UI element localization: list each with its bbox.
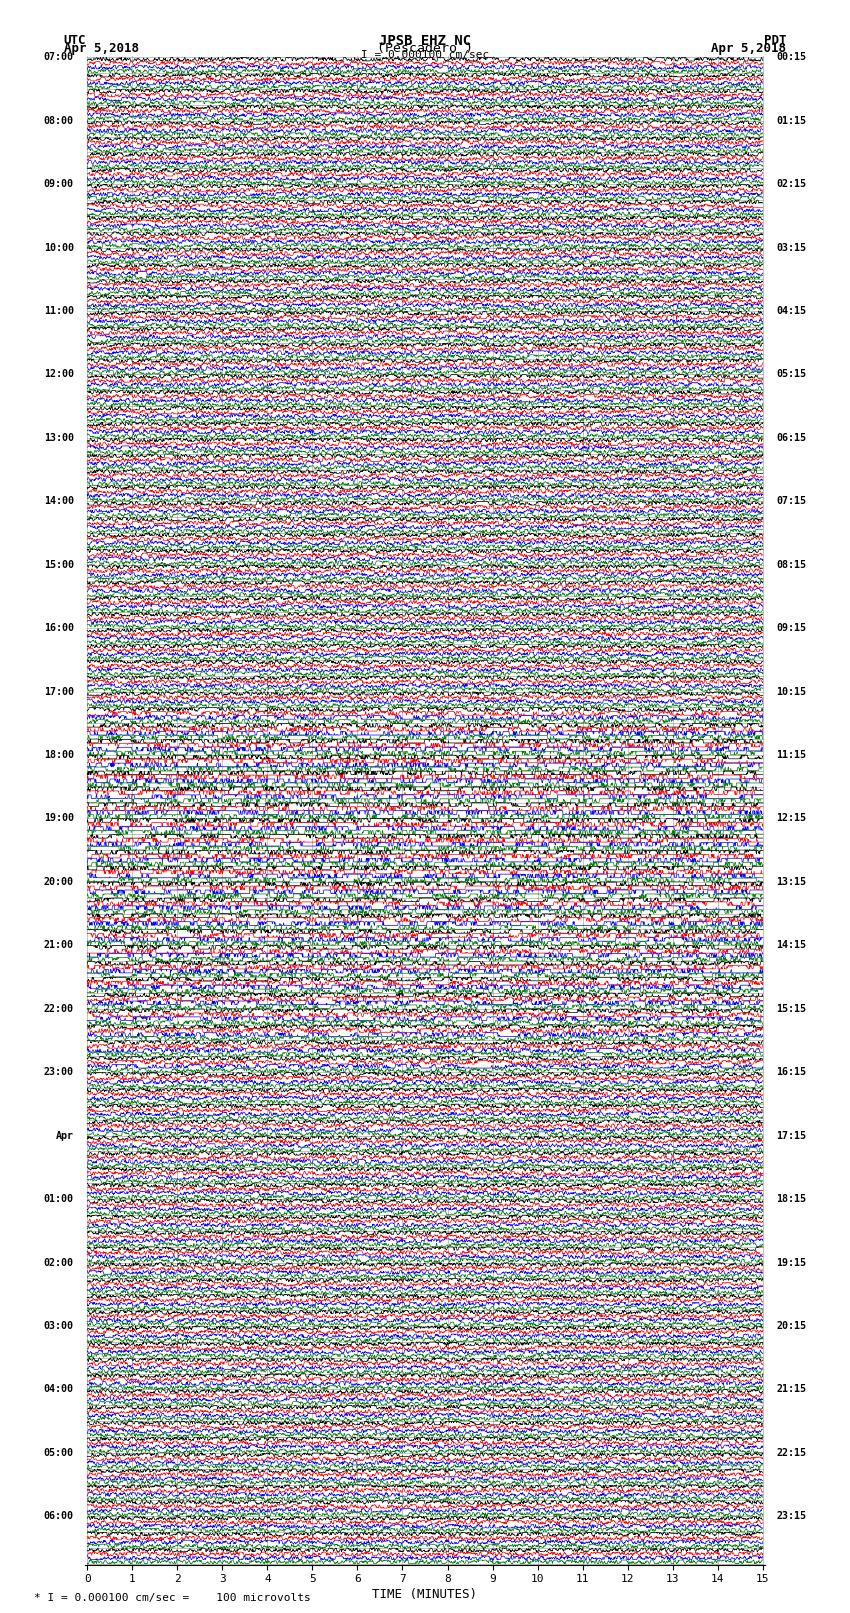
Text: * I = 0.000100 cm/sec =    100 microvolts: * I = 0.000100 cm/sec = 100 microvolts [34, 1594, 311, 1603]
Text: 19:00: 19:00 [43, 813, 74, 824]
Text: 13:00: 13:00 [43, 432, 74, 444]
Text: 12:15: 12:15 [776, 813, 807, 824]
Text: 13:15: 13:15 [776, 877, 807, 887]
Text: 10:15: 10:15 [776, 687, 807, 697]
Text: PDT: PDT [764, 34, 786, 47]
Text: 11:00: 11:00 [43, 306, 74, 316]
Text: 18:15: 18:15 [776, 1194, 807, 1203]
Text: 14:15: 14:15 [776, 940, 807, 950]
Text: 22:15: 22:15 [776, 1448, 807, 1458]
Text: 18:00: 18:00 [43, 750, 74, 760]
Text: 01:15: 01:15 [776, 116, 807, 126]
Text: 20:00: 20:00 [43, 877, 74, 887]
Text: 23:15: 23:15 [776, 1511, 807, 1521]
Text: 09:15: 09:15 [776, 623, 807, 634]
Text: Apr 5,2018: Apr 5,2018 [64, 42, 139, 55]
Text: 05:00: 05:00 [43, 1448, 74, 1458]
Text: 12:00: 12:00 [43, 369, 74, 379]
X-axis label: TIME (MINUTES): TIME (MINUTES) [372, 1589, 478, 1602]
Text: 04:00: 04:00 [43, 1384, 74, 1394]
Text: 08:00: 08:00 [43, 116, 74, 126]
Text: 15:00: 15:00 [43, 560, 74, 569]
Text: 06:00: 06:00 [43, 1511, 74, 1521]
Text: 09:00: 09:00 [43, 179, 74, 189]
Text: 16:00: 16:00 [43, 623, 74, 634]
Text: 00:15: 00:15 [776, 52, 807, 63]
Text: UTC: UTC [64, 34, 86, 47]
Text: 01:00: 01:00 [43, 1194, 74, 1203]
Text: 08:15: 08:15 [776, 560, 807, 569]
Text: 06:15: 06:15 [776, 432, 807, 444]
Text: 03:00: 03:00 [43, 1321, 74, 1331]
Text: 19:15: 19:15 [776, 1258, 807, 1268]
Text: Apr: Apr [56, 1131, 74, 1140]
Text: I = 0.000100 cm/sec: I = 0.000100 cm/sec [361, 50, 489, 60]
Text: 07:00: 07:00 [43, 52, 74, 63]
Text: 17:15: 17:15 [776, 1131, 807, 1140]
Text: 20:15: 20:15 [776, 1321, 807, 1331]
Text: 23:00: 23:00 [43, 1068, 74, 1077]
Text: 16:15: 16:15 [776, 1068, 807, 1077]
Text: 21:15: 21:15 [776, 1384, 807, 1394]
Text: Apr 5,2018: Apr 5,2018 [711, 42, 786, 55]
Text: 02:15: 02:15 [776, 179, 807, 189]
Text: 04:15: 04:15 [776, 306, 807, 316]
Text: 14:00: 14:00 [43, 497, 74, 506]
Text: 17:00: 17:00 [43, 687, 74, 697]
Text: 03:15: 03:15 [776, 242, 807, 253]
Text: 11:15: 11:15 [776, 750, 807, 760]
Text: 10:00: 10:00 [43, 242, 74, 253]
Text: 15:15: 15:15 [776, 1003, 807, 1013]
Text: 22:00: 22:00 [43, 1003, 74, 1013]
Text: 07:15: 07:15 [776, 497, 807, 506]
Text: 21:00: 21:00 [43, 940, 74, 950]
Text: 02:00: 02:00 [43, 1258, 74, 1268]
Text: JPSB EHZ NC: JPSB EHZ NC [379, 34, 471, 48]
Text: 05:15: 05:15 [776, 369, 807, 379]
Text: (Pescadero ): (Pescadero ) [377, 42, 473, 55]
